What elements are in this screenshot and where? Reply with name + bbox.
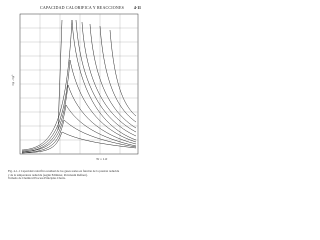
running-header: CAPACIDAD CALORIFICA Y REACCIONES <box>40 5 125 10</box>
curve-label: Tr = 1.0 <box>96 157 108 161</box>
book-page: CAPACIDAD CALORIFICA Y REACCIONES 4-11 <box>0 0 149 198</box>
page-number: 4-11 <box>133 5 141 10</box>
y-axis-label: Cp - Cp° <box>11 74 15 86</box>
caption-line: y de la temperatura reducida (según Edmi… <box>8 172 88 177</box>
caption-line: Tomado de Chemical Process Principles Ch… <box>8 176 66 181</box>
figure: Tr = 1.0 Cp - Cp° <box>11 13 139 161</box>
curves <box>21 19 137 154</box>
caption-line: Fig. 4-1-1 Capacidad calorífica residual… <box>8 169 120 173</box>
grid <box>19 13 139 155</box>
figure-caption: Fig. 4-1-1 Capacidad calorífica residual… <box>8 169 142 181</box>
